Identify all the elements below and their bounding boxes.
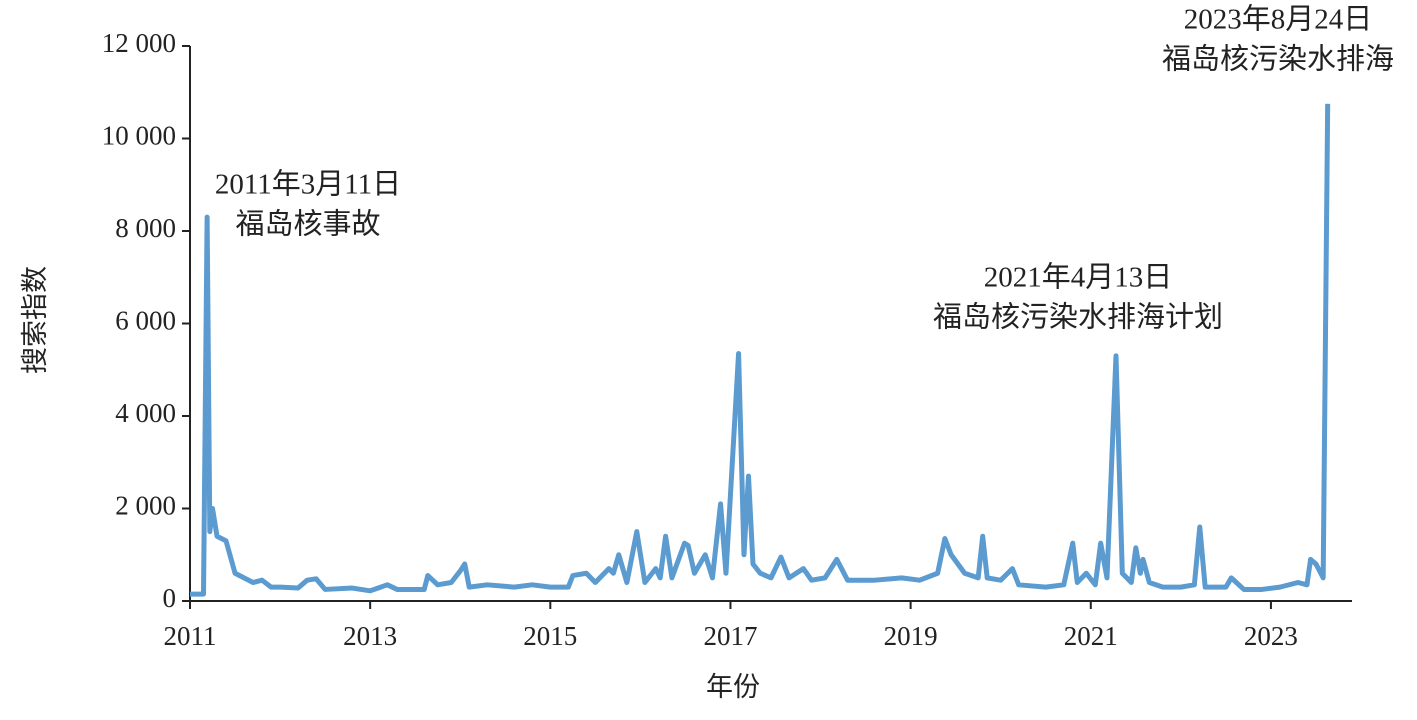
- x-tick-label: 2013: [343, 621, 397, 651]
- line: [190, 103, 1331, 597]
- annotation: 福岛核污染水排海: [1162, 43, 1394, 76]
- annotation: 2023年8月24日: [1184, 3, 1373, 36]
- x-tick-label: 2015: [523, 621, 577, 651]
- y-tick-label: 6 000: [115, 306, 176, 336]
- y-tick-label: 12 000: [102, 28, 176, 58]
- x-tick-label: 2011: [164, 621, 217, 651]
- y-tick-label: 10 000: [102, 121, 176, 151]
- annotation: 2011年3月11日: [215, 168, 401, 201]
- y-tick-label: 2 000: [115, 491, 176, 521]
- annotation: 福岛核事故: [235, 208, 380, 241]
- annotation: 福岛核污染水排海计划: [933, 301, 1223, 334]
- x-tick-label: 2017: [703, 621, 757, 651]
- y-tick-label: 0: [163, 583, 177, 613]
- x-tick-label: 2023: [1244, 621, 1298, 651]
- x-tick-label: 2021: [1064, 621, 1118, 651]
- y-axis-label: 搜索指数: [20, 266, 50, 374]
- y-tick-label: 4 000: [115, 398, 176, 428]
- x-tick-label: 2019: [884, 621, 938, 651]
- y-tick-label: 8 000: [115, 213, 176, 243]
- x-axis-label: 年份: [706, 672, 760, 702]
- annotation: 2021年4月13日: [984, 261, 1173, 294]
